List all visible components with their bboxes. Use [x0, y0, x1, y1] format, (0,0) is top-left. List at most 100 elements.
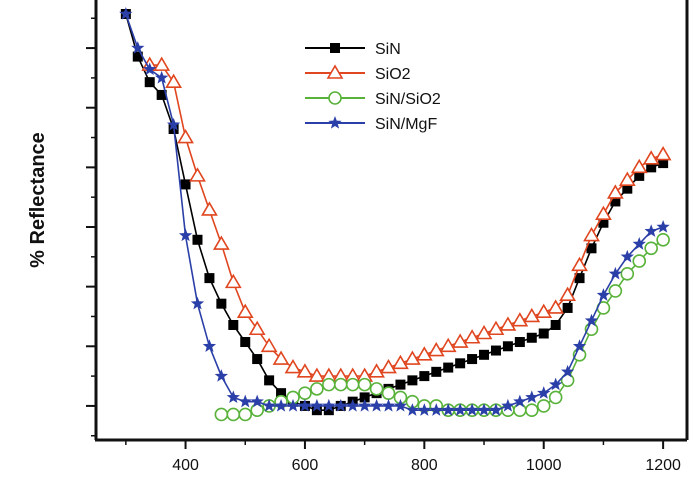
data-point — [455, 358, 466, 369]
data-point — [644, 224, 658, 237]
data-point — [622, 183, 633, 194]
data-point — [202, 339, 217, 352]
data-point — [298, 386, 312, 400]
data-point — [523, 307, 541, 323]
data-point — [537, 386, 551, 399]
data-point — [407, 375, 418, 386]
data-point — [192, 234, 203, 245]
legend-marker — [328, 91, 342, 105]
data-point — [262, 398, 276, 412]
data-point — [490, 345, 501, 356]
data-point — [620, 249, 634, 263]
legend-label: SiO2 — [375, 66, 411, 83]
legend-label: SiN/MgF — [375, 116, 437, 133]
plot-series — [119, 7, 672, 422]
data-point — [311, 405, 322, 416]
data-point — [153, 56, 171, 71]
data-point — [368, 363, 385, 378]
data-point — [608, 284, 623, 298]
data-point — [620, 267, 635, 281]
data-point — [513, 403, 527, 417]
data-point — [487, 320, 505, 336]
data-point — [381, 386, 396, 400]
data-point — [634, 170, 645, 181]
data-point — [571, 256, 588, 272]
data-point — [656, 232, 670, 247]
series-line — [125, 13, 664, 411]
data-point — [417, 403, 431, 416]
data-point — [463, 329, 481, 344]
data-point — [236, 303, 254, 319]
data-point — [264, 375, 275, 386]
data-point — [439, 337, 457, 353]
data-point — [415, 346, 433, 361]
legend-marker — [328, 116, 342, 129]
data-point — [204, 273, 215, 284]
x-tick-label: 400 — [172, 457, 199, 474]
axes-frame — [94, 0, 689, 442]
data-point — [238, 394, 252, 408]
data-point — [392, 354, 409, 370]
data-point — [574, 273, 585, 284]
data-point — [513, 394, 527, 408]
data-point — [646, 162, 657, 173]
data-point — [395, 379, 406, 390]
data-point — [618, 171, 636, 186]
data-point — [549, 377, 563, 391]
data-point — [477, 403, 491, 416]
x-tick-label: 800 — [411, 457, 438, 474]
data-point — [214, 369, 229, 382]
data-point — [443, 362, 454, 373]
y-axis-label: % Reflectance — [27, 132, 49, 268]
data-point — [298, 398, 312, 412]
data-point — [559, 286, 576, 301]
data-point — [284, 358, 302, 374]
data-point — [310, 382, 324, 396]
data-point — [260, 337, 278, 353]
series-sio2 — [141, 56, 672, 382]
data-point — [583, 226, 600, 242]
data-point — [276, 388, 287, 399]
data-point — [189, 167, 206, 182]
data-point — [427, 341, 445, 357]
data-point — [467, 354, 478, 365]
data-point — [177, 128, 194, 144]
data-point — [632, 237, 646, 250]
data-point — [431, 366, 442, 377]
data-point — [144, 77, 155, 88]
data-point — [644, 241, 658, 256]
data-point — [346, 398, 360, 412]
data-point — [322, 377, 336, 392]
data-point — [572, 339, 587, 352]
x-tick-label: 1200 — [645, 457, 681, 474]
data-point — [489, 403, 503, 416]
data-point — [357, 377, 372, 392]
data-point — [524, 403, 539, 417]
data-point — [272, 350, 290, 365]
data-point — [310, 398, 324, 412]
data-point — [536, 399, 551, 413]
data-point — [190, 296, 205, 310]
data-point — [201, 201, 218, 216]
data-point — [499, 316, 517, 331]
data-point — [334, 398, 348, 412]
data-point — [238, 407, 253, 422]
data-point — [240, 337, 251, 348]
data-point — [250, 394, 264, 408]
data-point — [180, 179, 191, 190]
legend-label: SiN/SiO2 — [375, 91, 441, 108]
data-point — [143, 62, 157, 76]
data-point — [429, 403, 443, 416]
data-point — [380, 358, 397, 374]
data-point — [165, 73, 182, 88]
data-point — [419, 371, 430, 382]
data-point — [214, 407, 229, 422]
data-point — [274, 398, 288, 412]
x-tick-label: 1000 — [526, 457, 562, 474]
data-point — [562, 302, 573, 313]
data-point — [132, 51, 143, 62]
data-point — [584, 313, 599, 327]
data-point — [608, 266, 623, 280]
data-point — [226, 390, 240, 404]
